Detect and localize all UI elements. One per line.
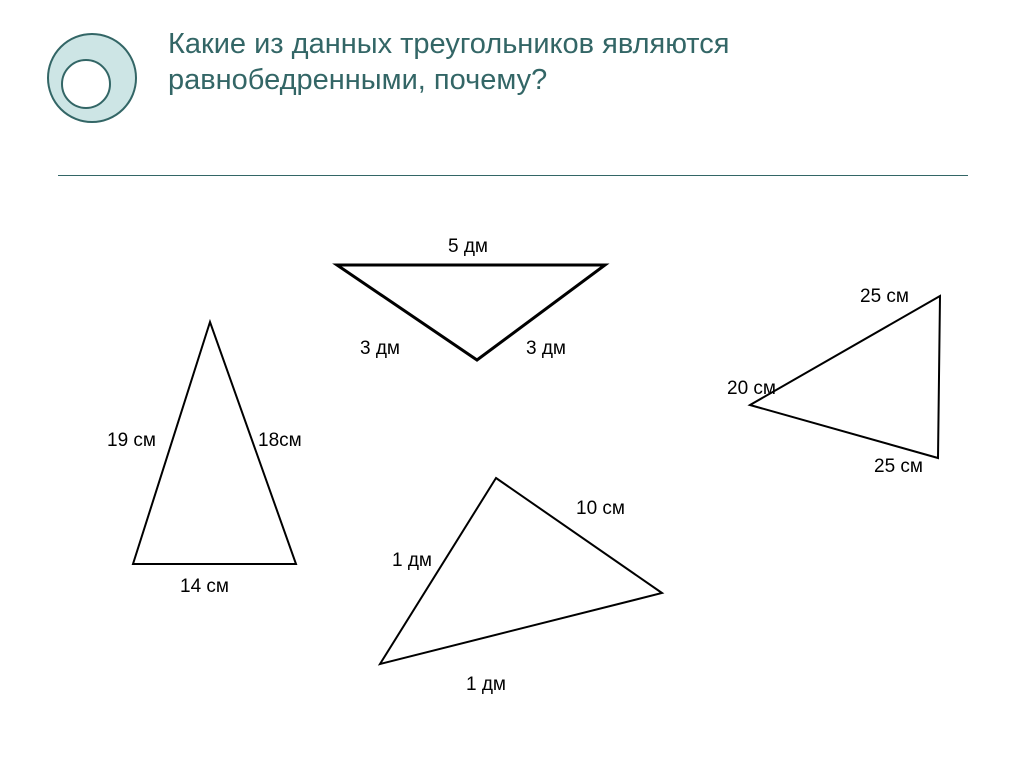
triangle-top-label: 3 дм [360, 338, 400, 360]
slide: Какие из данных треугольников являются р… [0, 0, 1024, 768]
triangle-left-label: 19 см [107, 430, 156, 452]
triangle-left-label: 14 см [180, 576, 229, 598]
triangle-bottom-label: 1 дм [466, 674, 506, 696]
triangle-left-label: 18см [258, 430, 302, 452]
triangle-right-label: 25 см [874, 456, 923, 478]
triangle-bottom-label: 10 см [576, 498, 625, 520]
triangle-bottom-label: 1 дм [392, 550, 432, 572]
triangle-right [750, 296, 940, 458]
triangle-right-label: 25 см [860, 286, 909, 308]
triangle-right-label: 20 см [727, 378, 776, 400]
triangle-top-label: 5 дм [448, 236, 488, 258]
figure-canvas [0, 0, 1024, 768]
triangle-top-label: 3 дм [526, 338, 566, 360]
